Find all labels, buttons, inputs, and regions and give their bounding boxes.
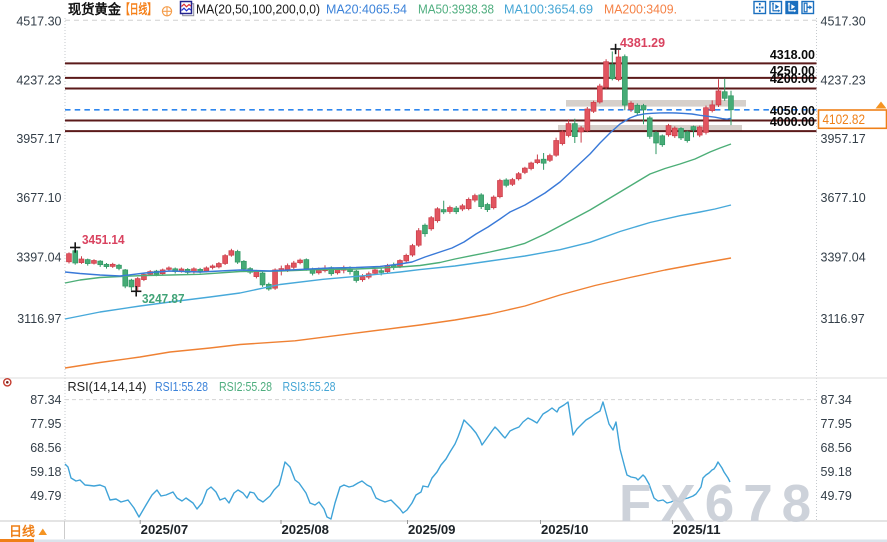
svg-text:MA200:3409.: MA200:3409. bbox=[604, 2, 677, 17]
svg-text:4200.00: 4200.00 bbox=[770, 72, 815, 86]
svg-text:4000.00: 4000.00 bbox=[770, 115, 815, 129]
svg-text:RSI1:55.28: RSI1:55.28 bbox=[155, 380, 208, 394]
svg-text:3957.17: 3957.17 bbox=[821, 132, 866, 146]
svg-text:87.34: 87.34 bbox=[30, 393, 61, 407]
svg-text:3116.97: 3116.97 bbox=[821, 312, 865, 326]
svg-text:4237.23: 4237.23 bbox=[16, 73, 61, 87]
svg-text:3116.97: 3116.97 bbox=[17, 312, 61, 326]
svg-text:4102.82: 4102.82 bbox=[823, 112, 866, 127]
svg-text:RSI3:55.28: RSI3:55.28 bbox=[283, 380, 336, 394]
svg-text:68.56: 68.56 bbox=[30, 441, 61, 455]
svg-text:【日线】: 【日线】 bbox=[121, 1, 156, 17]
svg-text:2025/08: 2025/08 bbox=[282, 522, 330, 537]
svg-text:2025/09: 2025/09 bbox=[408, 522, 456, 537]
svg-text:3451.14: 3451.14 bbox=[82, 232, 125, 247]
svg-text:2025/11: 2025/11 bbox=[673, 522, 721, 537]
svg-text:87.34: 87.34 bbox=[821, 393, 852, 407]
svg-text:FX678: FX678 bbox=[619, 475, 820, 534]
svg-text:2025/10: 2025/10 bbox=[541, 522, 589, 537]
svg-text:3957.17: 3957.17 bbox=[16, 132, 61, 146]
svg-text:MA(20,50,100,200,0,0): MA(20,50,100,200,0,0) bbox=[196, 2, 320, 17]
svg-text:日线: 日线 bbox=[9, 524, 35, 539]
svg-text:4517.30: 4517.30 bbox=[16, 14, 61, 28]
svg-text:3397.04: 3397.04 bbox=[16, 250, 61, 264]
svg-text:68.56: 68.56 bbox=[821, 441, 852, 455]
svg-text:59.18: 59.18 bbox=[821, 465, 852, 479]
svg-text:4237.23: 4237.23 bbox=[821, 73, 866, 87]
svg-text:59.18: 59.18 bbox=[30, 465, 61, 479]
svg-text:MA100:3654.69: MA100:3654.69 bbox=[504, 2, 593, 17]
svg-text:现货黄金: 现货黄金 bbox=[68, 1, 121, 17]
svg-text:4250.00: 4250.00 bbox=[770, 64, 815, 78]
svg-text:4517.30: 4517.30 bbox=[821, 14, 866, 28]
svg-text:MA50:3938.38: MA50:3938.38 bbox=[418, 2, 494, 17]
svg-text:77.95: 77.95 bbox=[30, 417, 61, 431]
svg-text:4381.29: 4381.29 bbox=[620, 35, 665, 50]
svg-text:49.79: 49.79 bbox=[30, 489, 61, 503]
svg-text:RSI2:55.28: RSI2:55.28 bbox=[219, 380, 272, 394]
svg-text:3397.04: 3397.04 bbox=[821, 250, 866, 264]
svg-text:4318.00: 4318.00 bbox=[770, 48, 815, 62]
svg-text:49.79: 49.79 bbox=[821, 489, 852, 503]
svg-text:4050.00: 4050.00 bbox=[770, 104, 815, 118]
svg-text:MA20:4065.54: MA20:4065.54 bbox=[326, 2, 407, 17]
svg-text:3677.10: 3677.10 bbox=[821, 191, 866, 205]
svg-text:RSI(14,14,14): RSI(14,14,14) bbox=[68, 380, 147, 394]
svg-text:77.95: 77.95 bbox=[821, 417, 852, 431]
svg-text:3247.87: 3247.87 bbox=[142, 291, 185, 306]
svg-text:2025/07: 2025/07 bbox=[141, 522, 189, 537]
svg-text:3677.10: 3677.10 bbox=[16, 191, 61, 205]
